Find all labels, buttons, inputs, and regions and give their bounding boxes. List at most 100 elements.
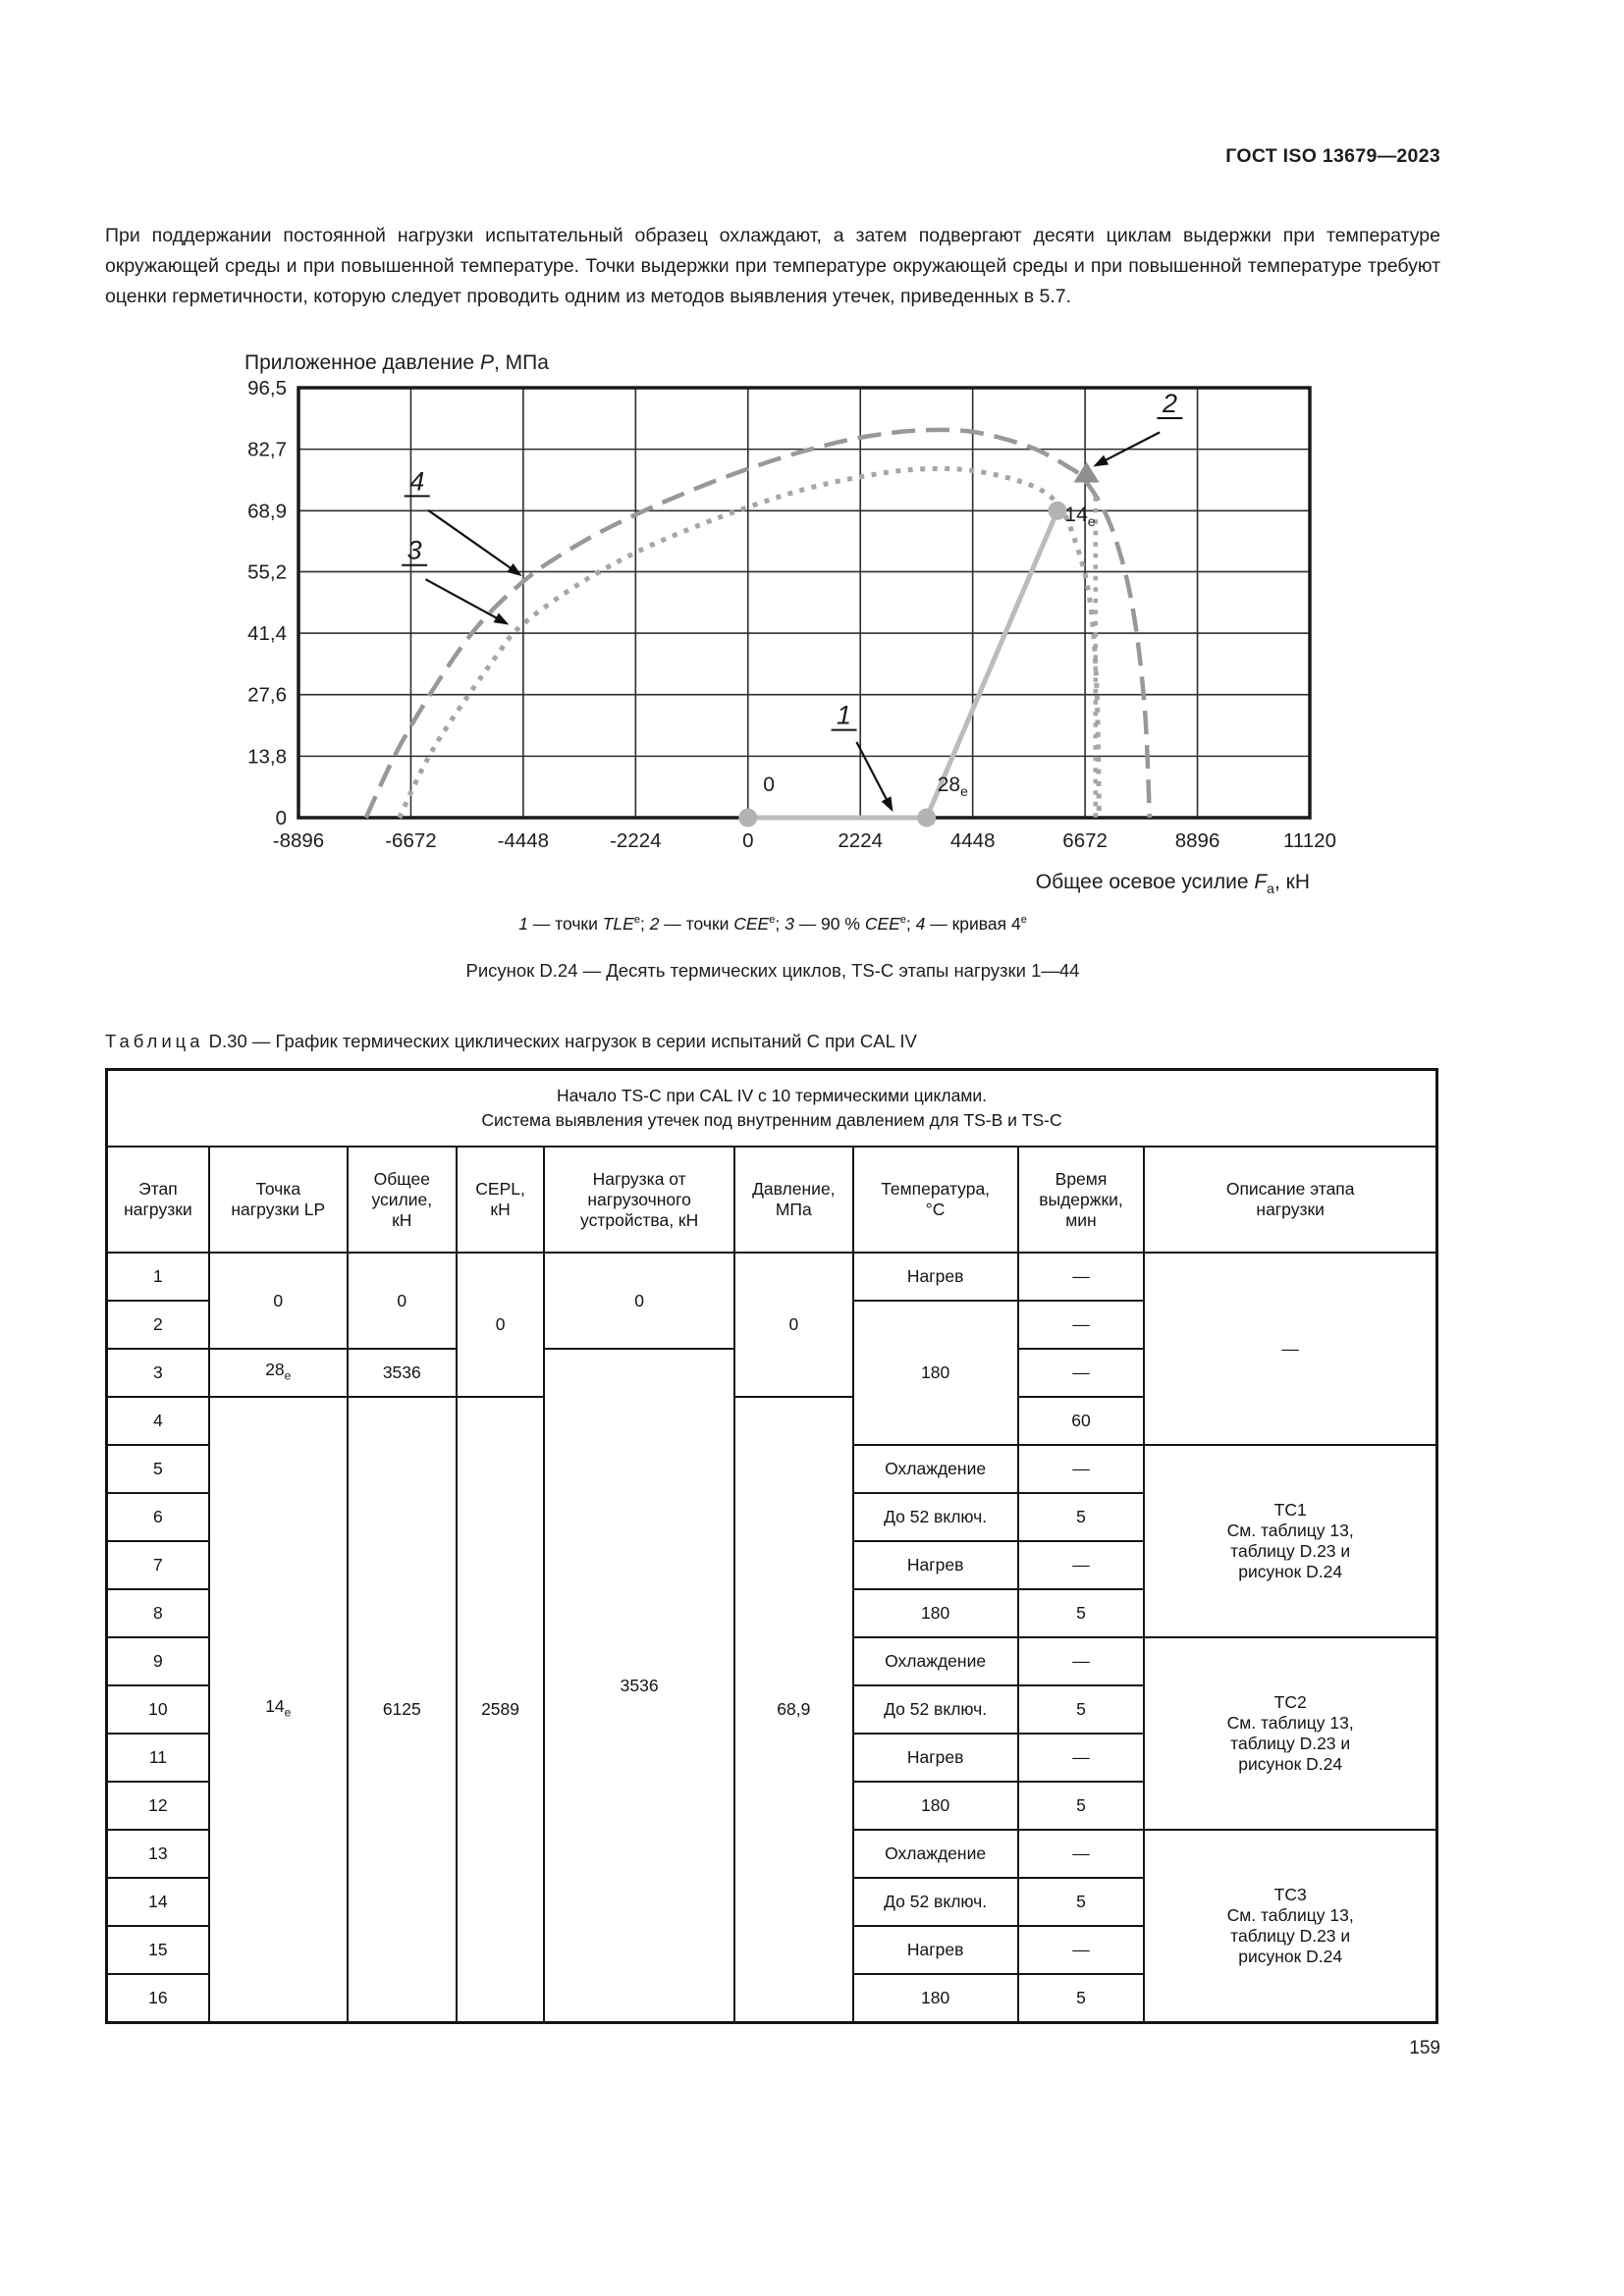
table-cell: —: [1016, 1540, 1146, 1590]
x-tick-label: 11120: [1283, 829, 1336, 852]
table-row: 2 180—: [105, 1300, 1437, 1446]
table-cell: —: [1143, 1252, 1438, 1446]
table-row: 13 Охлаждение — ТС3 См. таблицу 13, таблицу D…: [105, 1829, 1438, 2024]
y-tick-label: 82,7: [247, 439, 287, 461]
page-number: 159: [1409, 2038, 1440, 2058]
caption-segment: ;: [905, 914, 916, 934]
running-header: ГОСТ ISO 13679—2023: [1225, 145, 1440, 167]
caption-segment: 4: [915, 914, 926, 934]
figure-label: Рисунок D.24 — Десять термических циклов…: [465, 960, 1080, 981]
table-cell: 14: [105, 1877, 210, 1927]
table-group-header: Начало TS-C при CAL IV с 10 термическими…: [105, 1068, 1438, 1148]
table-cell: 2589: [455, 1396, 546, 2024]
caption-segment: e: [1020, 914, 1027, 927]
column-header: Давление, МПа: [733, 1146, 854, 1254]
table-cell: —: [1016, 1348, 1146, 1398]
callout-label-2: 2: [1162, 389, 1177, 418]
table-cell: 0: [733, 1252, 854, 1398]
table-row: 9 Охлаждение — ТС2 См. таблицу 13, таблицу D.…: [105, 1636, 1438, 1831]
x-tick-label: 6672: [1062, 829, 1108, 852]
column-header: Нагрузка от нагрузочного устройства, кН: [543, 1146, 736, 1254]
table-row: 7 Нагрев —: [105, 1540, 1437, 1590]
callout-label-3: 3: [407, 536, 422, 565]
page-content: ГОСТ ISO 13679—2023 При поддержании пост…: [105, 0, 1440, 2059]
caption-segment: e: [769, 914, 776, 927]
table-cell: 5: [105, 1444, 210, 1494]
table-cell: ТС2 См. таблицу 13, таблицу D.23 и рисунок …: [1143, 1636, 1438, 1831]
table-row: 8 180 5: [105, 1588, 1437, 1638]
table-cell: 5: [1016, 1492, 1146, 1542]
table-cell: 0: [543, 1252, 736, 1350]
table-cell: 14e: [207, 1396, 349, 2024]
x-tick-label: 8896: [1175, 829, 1220, 852]
table-cell: 5: [1016, 1877, 1146, 1927]
y-tick-label: 0: [276, 807, 287, 829]
table-cell: Нагрев: [851, 1733, 1019, 1783]
column-header: Этап нагрузки: [105, 1146, 210, 1254]
caption-segment: e: [633, 914, 640, 927]
caption-segment: — кривая 4: [925, 914, 1021, 934]
table-row: 5 Охлаждение — ТС1 См. таблицу 13, таблицу D.…: [105, 1444, 1438, 1638]
caption-segment: — точки: [659, 914, 734, 934]
x-tick-label: -6672: [385, 829, 436, 852]
table-cell: 1: [105, 1252, 210, 1302]
table-cell: Охлаждение: [851, 1444, 1019, 1494]
table-title-rest: D.30 — График термических циклических на…: [203, 1031, 917, 1051]
table-cell: Нагрев: [851, 1252, 1019, 1302]
table-cell: 5: [1016, 1973, 1146, 2024]
table-cell: 28e: [207, 1348, 349, 1398]
x-axis-title: Общее осевое усилие Fa, кН: [1036, 871, 1310, 896]
callout-label-4: 4: [409, 466, 424, 496]
x-tick-label: 2224: [838, 829, 883, 852]
figure-caption: 1 — точки TLEe; 2 — точки CEEe; 3 — 90 %…: [105, 914, 1440, 934]
column-header: Температура, °С: [851, 1146, 1019, 1254]
table-cell: 16: [105, 1973, 210, 2024]
x-tick-label: 4448: [950, 829, 996, 852]
table-cell: 180: [851, 1973, 1019, 2024]
x-tick-label: -2224: [610, 829, 661, 852]
table-row: 14 До 52 включ. 5: [105, 1877, 1437, 1927]
table-cell: 180: [851, 1588, 1019, 1638]
curve-3-dotted: [397, 465, 1102, 820]
table-cell: Нагрев: [851, 1540, 1019, 1590]
table-cell: Охлаждение: [851, 1636, 1019, 1686]
table-row: 16 180 5: [105, 1973, 1437, 2024]
caption-segment: 1: [518, 914, 528, 934]
point-marker-circle: [738, 808, 758, 828]
table-row: 6 До 52 включ. 5: [105, 1492, 1437, 1542]
table-cell: 5: [1016, 1684, 1146, 1735]
load-envelope-chart: 0 28e 14e 1 2 3 4 0 13,8 27,6 41,4 55,2 68,9 82,7 96,5…: [244, 351, 1336, 896]
point-label: 28e: [938, 774, 968, 799]
table-cell: —: [1016, 1636, 1146, 1686]
y-tick-label: 68,9: [247, 500, 287, 522]
y-axis-title: Приложенное давление P, МПа: [244, 353, 549, 374]
y-tick-label: 55,2: [247, 561, 287, 583]
table-cell: 0: [455, 1252, 546, 1398]
table-cell: 6125: [346, 1396, 458, 2024]
table-row: 11 Нагрев —: [105, 1733, 1437, 1783]
table-row: 1 0 0 0 0 0 Нагрев — —: [105, 1252, 1438, 1446]
table-cell: —: [1016, 1300, 1146, 1350]
table-row: 4 14e 6125 2589 68,9 60: [105, 1396, 1437, 2024]
table-cell: —: [1016, 1252, 1146, 1302]
table-cell: 180: [851, 1300, 1019, 1446]
callout-leader: [424, 578, 503, 622]
x-tick-label: 0: [742, 829, 753, 852]
point-marker-triangle-cee: [1073, 461, 1100, 483]
y-tick-label: 96,5: [247, 377, 287, 400]
table-cell: 5: [1016, 1588, 1146, 1638]
callout-arrowhead: [1093, 454, 1110, 467]
callout-label-1: 1: [837, 701, 851, 730]
table-cell: Нагрев: [851, 1925, 1019, 1975]
table-cell: 180: [851, 1781, 1019, 1831]
column-header: Точка нагрузки LP: [207, 1146, 349, 1254]
column-header: Время выдержки, мин: [1016, 1146, 1146, 1254]
load-path-solid: [747, 509, 1060, 821]
table-cell: 60: [1016, 1396, 1146, 1446]
caption-segment: TLE: [602, 914, 634, 934]
table-cell: 68,9: [733, 1396, 854, 2024]
callout-arrowhead: [493, 613, 510, 625]
caption-segment: — 90 %: [793, 914, 865, 934]
caption-segment: 3: [785, 914, 794, 934]
